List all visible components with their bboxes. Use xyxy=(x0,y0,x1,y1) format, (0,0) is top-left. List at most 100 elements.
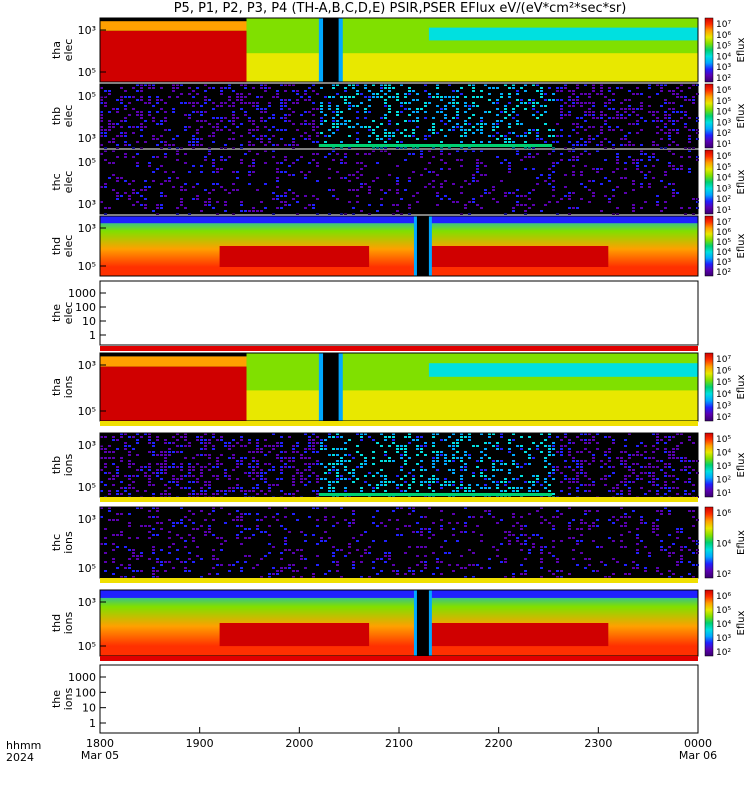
panel-thb-elec-pixel xyxy=(120,120,123,122)
panel-thb-ions-pixel xyxy=(204,481,207,483)
panel-thb-elec-pixel xyxy=(412,120,415,122)
panel-thb-ions-pixel xyxy=(588,484,591,486)
panel-thb-ions-pixel xyxy=(168,451,171,453)
panel-thc-ions-pixel xyxy=(572,549,575,551)
panel-thb-elec-pixel xyxy=(416,126,419,128)
panel-thb-elec-pixel xyxy=(616,126,619,128)
panel-thc-ions-pixel xyxy=(464,525,467,527)
panel-thb-elec-pixel xyxy=(312,123,315,125)
panel-thb-ions-pixel xyxy=(216,475,219,477)
panel-thc-elec-pixel xyxy=(264,150,267,152)
panel-thc-elec-pixel xyxy=(572,207,575,209)
panel-thc-elec-pixel xyxy=(248,171,251,173)
panel-thb-elec-pixel xyxy=(416,120,419,122)
panel-thb-elec-pixel xyxy=(668,114,671,116)
panel-thb-elec-pixel xyxy=(676,93,679,95)
panel-thc-ions-pixel xyxy=(412,531,415,533)
panel-thc-elec-pixel xyxy=(112,150,115,152)
panel-thb-ions-pixel xyxy=(660,469,663,471)
panel-thc-ions-pixel xyxy=(672,573,675,575)
panel-thc-elec-pixel xyxy=(360,186,363,188)
panel-thb-ions-pixel xyxy=(244,445,247,447)
panel-thb-ions-pixel xyxy=(548,484,551,486)
panel-thb-ions-pixel xyxy=(348,478,351,480)
panel-thb-ions-pixel xyxy=(200,442,203,444)
panel-thb-ions-pixel xyxy=(508,442,511,444)
panel-thb-elec-pixel xyxy=(232,120,235,122)
panel-thc-elec-pixel xyxy=(656,159,659,161)
panel-thb-ions-pixel xyxy=(332,448,335,450)
panel-thb-elec-pixel xyxy=(176,96,179,98)
panel-thc-elec-pixel xyxy=(324,156,327,158)
panel-thb-elec-pixel xyxy=(480,126,483,128)
panel-thb-elec-pixel xyxy=(584,144,587,146)
panel-thb-ions-pixel xyxy=(376,484,379,486)
panel-thb-ions-pixel xyxy=(464,490,467,492)
panel-thc-elec-ytick-label: 10³ xyxy=(78,198,96,211)
panel-thc-ions-pixel xyxy=(440,525,443,527)
panel-thb-ions-pixel xyxy=(180,478,183,480)
panel-thb-elec-pixel xyxy=(516,120,519,122)
panel-thb-ions-pixel xyxy=(500,463,503,465)
panel-thb-elec-pixel xyxy=(660,120,663,122)
panel-thb-elec-pixel xyxy=(452,129,455,131)
panel-thb-ions-pixel xyxy=(372,457,375,459)
panel-thb-elec-pixel xyxy=(592,114,595,116)
panel-thb-elec-pixel xyxy=(616,114,619,116)
panel-thb-elec-pixel xyxy=(452,126,455,128)
panel-thc-ions-pixel xyxy=(192,513,195,515)
panel-thb-elec-pixel xyxy=(156,144,159,146)
panel-thc-elec-pixel xyxy=(572,159,575,161)
panel-thb-ions-pixel xyxy=(500,481,503,483)
panel-thc-elec-pixel xyxy=(632,183,635,185)
panel-thb-ions-pixel xyxy=(292,475,295,477)
panel-thb-elec-pixel xyxy=(600,126,603,128)
panel-thb-elec-pixel xyxy=(452,90,455,92)
panel-thb-elec-pixel xyxy=(292,123,295,125)
panel-thb-elec-pixel xyxy=(116,135,119,137)
panel-thb-ions-pixel xyxy=(480,460,483,462)
panel-thc-ions-pixel xyxy=(600,561,603,563)
panel-thc-ions-pixel xyxy=(292,513,295,515)
panel-thb-elec-pixel xyxy=(628,144,631,146)
panel-thb-ions-pixel xyxy=(304,448,307,450)
panel-thb-ions-pixel xyxy=(544,481,547,483)
panel-thb-ions-pixel xyxy=(500,469,503,471)
panel-thb-ions-pixel xyxy=(120,433,123,435)
panel-thb-elec-pixel xyxy=(352,84,355,86)
panel-thb-ions-pixel xyxy=(632,481,635,483)
panel-thc-ions-pixel xyxy=(128,558,131,560)
panel-thc-ions-pixel xyxy=(396,570,399,572)
panel-thb-ions-pixel xyxy=(332,466,335,468)
panel-thb-elec-pixel xyxy=(244,102,247,104)
panel-thc-elec-pixel xyxy=(284,156,287,158)
panel-thb-elec-pixel xyxy=(508,126,511,128)
panel-thb-elec-pixel xyxy=(464,129,467,131)
panel-thb-elec-bottom-band xyxy=(318,144,553,147)
panel-thc-elec-pixel xyxy=(360,210,363,212)
panel-thb-elec-pixel xyxy=(224,126,227,128)
panel-thc-elec-colorbar-tick: 10³ xyxy=(716,184,731,194)
panel-thc-elec-pixel xyxy=(312,159,315,161)
panel-thb-elec-pixel xyxy=(312,120,315,122)
panel-thc-elec-pixel xyxy=(316,198,319,200)
panel-thb-ions-pixel xyxy=(532,481,535,483)
panel-thc-ions-pixel xyxy=(592,540,595,542)
panel-thb-ions-pixel xyxy=(448,436,451,438)
panel-thb-elec-pixel xyxy=(124,144,127,146)
panel-thb-elec-pixel xyxy=(544,105,547,107)
panel-thc-elec-pixel xyxy=(252,210,255,212)
panel-thb-ions-pixel xyxy=(348,472,351,474)
panel-thb-ions-pixel xyxy=(256,472,259,474)
panel-thc-elec-pixel xyxy=(644,153,647,155)
panel-thc-ions-pixel xyxy=(568,522,571,524)
panel-thb-elec-pixel xyxy=(152,135,155,137)
panel-thb-elec-pixel xyxy=(260,96,263,98)
panel-thb-elec-pixel xyxy=(456,102,459,104)
panel-thb-elec-pixel xyxy=(260,141,263,143)
panel-thb-ions-pixel xyxy=(656,460,659,462)
panel-thc-elec-pixel xyxy=(504,192,507,194)
panel-thb-ions-pixel xyxy=(188,481,191,483)
panel-thb-elec-pixel xyxy=(564,84,567,86)
panel-thc-elec-pixel xyxy=(216,201,219,203)
